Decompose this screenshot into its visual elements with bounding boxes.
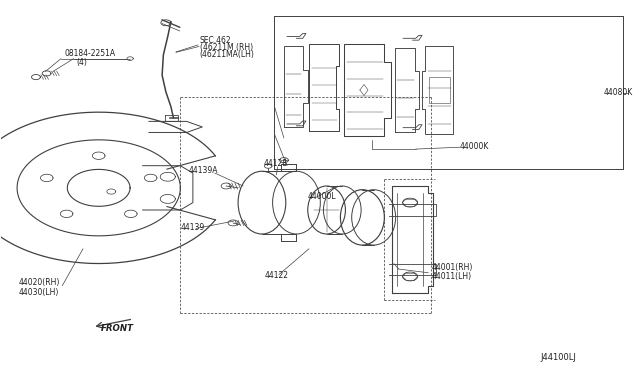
Text: 44030(LH): 44030(LH) bbox=[19, 288, 60, 297]
Text: 44000K: 44000K bbox=[460, 142, 489, 151]
Text: 44080K: 44080K bbox=[604, 89, 634, 97]
Text: 44011(LH): 44011(LH) bbox=[432, 272, 472, 281]
Text: 44000L: 44000L bbox=[308, 192, 337, 201]
Text: 44128: 44128 bbox=[264, 159, 288, 169]
Text: (46211M (RH): (46211M (RH) bbox=[200, 43, 253, 52]
Text: 44139: 44139 bbox=[180, 223, 205, 232]
Text: FRONT: FRONT bbox=[100, 324, 134, 333]
Text: 44020(RH): 44020(RH) bbox=[19, 278, 60, 287]
Text: 44139A: 44139A bbox=[188, 166, 218, 175]
Bar bbox=[429, 77, 450, 103]
Text: 08184-2251A: 08184-2251A bbox=[64, 49, 115, 58]
Text: (4): (4) bbox=[77, 58, 88, 67]
Text: J44100LJ: J44100LJ bbox=[540, 353, 576, 362]
Text: (46211MA(LH): (46211MA(LH) bbox=[200, 51, 255, 60]
Text: 44122: 44122 bbox=[265, 271, 289, 280]
Text: SEC.462: SEC.462 bbox=[200, 36, 232, 45]
Text: 44001(RH): 44001(RH) bbox=[432, 263, 474, 272]
